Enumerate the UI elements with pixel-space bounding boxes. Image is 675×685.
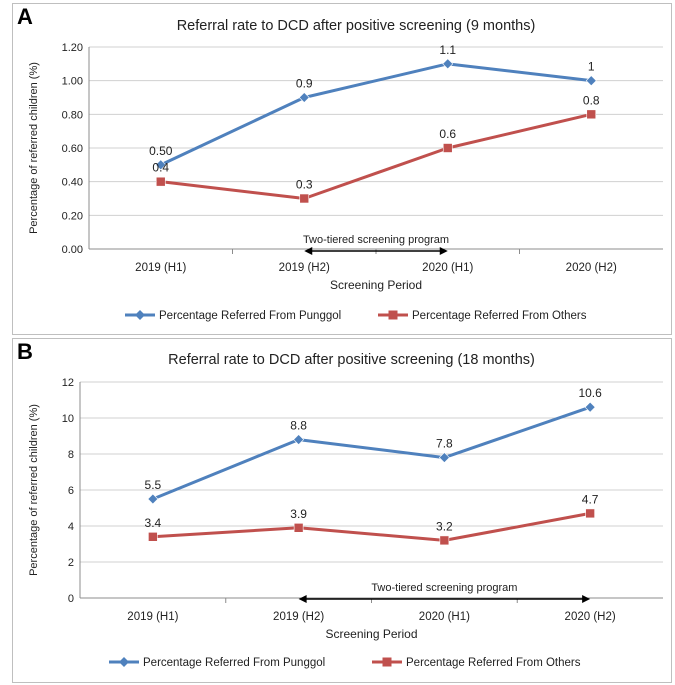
panel-letter-a: A [17, 4, 33, 29]
y-axis-label: Percentage of referred children (%) [28, 62, 40, 234]
chart-a-svg: Referral rate to DCD after positive scre… [28, 18, 663, 322]
data-point-marker [442, 143, 453, 153]
data-point-marker [293, 434, 305, 446]
series-line-0 [160, 62, 592, 167]
series-line-1 [152, 511, 591, 542]
legend: Percentage Referred From Punggol Percenta… [125, 310, 587, 322]
x-tick-label: 2020 (H2) [566, 262, 617, 274]
legend-marker-0 [135, 310, 145, 320]
chart-title: Referral rate to DCD after positive scre… [177, 18, 536, 34]
annotation-label: Two-tiered screening program [303, 234, 449, 246]
data-label: 0.50 [149, 144, 173, 158]
y-tick-label: 0 [68, 593, 74, 605]
data-point-marker [439, 535, 450, 546]
chart-b-svg: Referral rate to DCD after positive scre… [28, 352, 663, 669]
y-tick-label: 4 [68, 521, 74, 533]
panel-letter-b: B [17, 339, 33, 364]
data-point-marker [147, 493, 159, 505]
data-point-marker [585, 508, 595, 519]
legend-marker-1 [388, 310, 398, 320]
data-label: 0.9 [296, 77, 313, 91]
x-tick-label: 2019 (H1) [127, 611, 178, 623]
x-tick-label: 2019 (H1) [135, 262, 186, 274]
data-label: 1 [588, 60, 595, 74]
y-tick-label: 0.00 [62, 244, 83, 256]
y-tick-label: 0.80 [62, 109, 83, 121]
y-tick-label: 1.20 [62, 42, 83, 54]
y-tick-label: 10 [62, 413, 74, 425]
legend-label-0: Percentage Referred From Punggol [159, 310, 341, 322]
x-tick-label: 2019 (H2) [273, 611, 324, 623]
x-tick-label: 2020 (H1) [422, 262, 473, 274]
data-point-marker [155, 159, 167, 171]
data-label: 1.1 [439, 43, 456, 57]
data-point-marker [293, 523, 304, 533]
data-point-marker [298, 92, 310, 103]
data-label: 0.4 [152, 161, 169, 175]
data-point-marker [148, 532, 158, 542]
x-tick-label: 2019 (H2) [279, 262, 330, 274]
data-point-marker [299, 193, 310, 204]
y-tick-label: 0.20 [62, 210, 83, 222]
x-axis-label: Screening Period [330, 278, 422, 292]
data-label: 0.8 [583, 93, 600, 107]
y-tick-label: 12 [62, 377, 74, 389]
y-axis-label: Percentage of referred children (%) [28, 404, 40, 576]
legend-label-1: Percentage Referred From Others [406, 657, 581, 669]
arrow-head-left [298, 595, 307, 603]
data-label: 5.5 [145, 478, 162, 492]
arrow-head-left [304, 247, 313, 255]
annotation-arrow [304, 247, 448, 255]
arrow-head-right [582, 595, 591, 603]
y-tick-label: 1.00 [62, 76, 83, 88]
x-axis-label: Screening Period [325, 627, 417, 641]
arrow-head-right [439, 247, 448, 255]
series-line-0 [152, 405, 591, 501]
data-point-marker [585, 75, 597, 87]
data-label: 10.6 [578, 386, 602, 400]
chart-panel-a: Referral rate to DCD after positive scre… [12, 3, 672, 335]
data-point-marker [586, 109, 597, 120]
y-tick-label: 8 [68, 449, 74, 461]
y-tick-label: 0.60 [62, 143, 83, 155]
y-tick-label: 0.40 [62, 177, 83, 189]
y-tick-label: 2 [68, 557, 74, 569]
legend: Percentage Referred From Punggol Percenta… [109, 657, 581, 669]
data-label: 4.7 [582, 492, 599, 506]
data-point-marker [584, 401, 596, 413]
annotation-arrow [298, 595, 591, 603]
y-tick-label: 6 [68, 485, 74, 497]
data-point-marker [442, 58, 454, 70]
data-point-marker [155, 176, 166, 187]
x-tick-label: 2020 (H2) [565, 611, 616, 623]
data-label: 3.2 [436, 519, 453, 533]
data-label: 7.8 [436, 437, 453, 451]
data-label: 0.6 [439, 127, 456, 141]
legend-label-1: Percentage Referred From Others [412, 310, 587, 322]
legend-marker-0 [119, 657, 129, 667]
x-tick-label: 2020 (H1) [419, 611, 470, 623]
data-label: 0.3 [296, 178, 313, 192]
annotation-label: Two-tiered screening program [371, 582, 517, 594]
legend-label-0: Percentage Referred From Punggol [143, 657, 325, 669]
chart-panel-b: Referral rate to DCD after positive scre… [12, 338, 672, 683]
data-point-marker [438, 452, 450, 464]
data-label: 3.9 [290, 507, 307, 521]
chart-title: Referral rate to DCD after positive scre… [168, 352, 535, 368]
data-label: 8.8 [290, 419, 307, 433]
data-label: 3.4 [145, 516, 162, 530]
series-line-1 [160, 112, 592, 200]
legend-marker-1 [382, 657, 392, 667]
